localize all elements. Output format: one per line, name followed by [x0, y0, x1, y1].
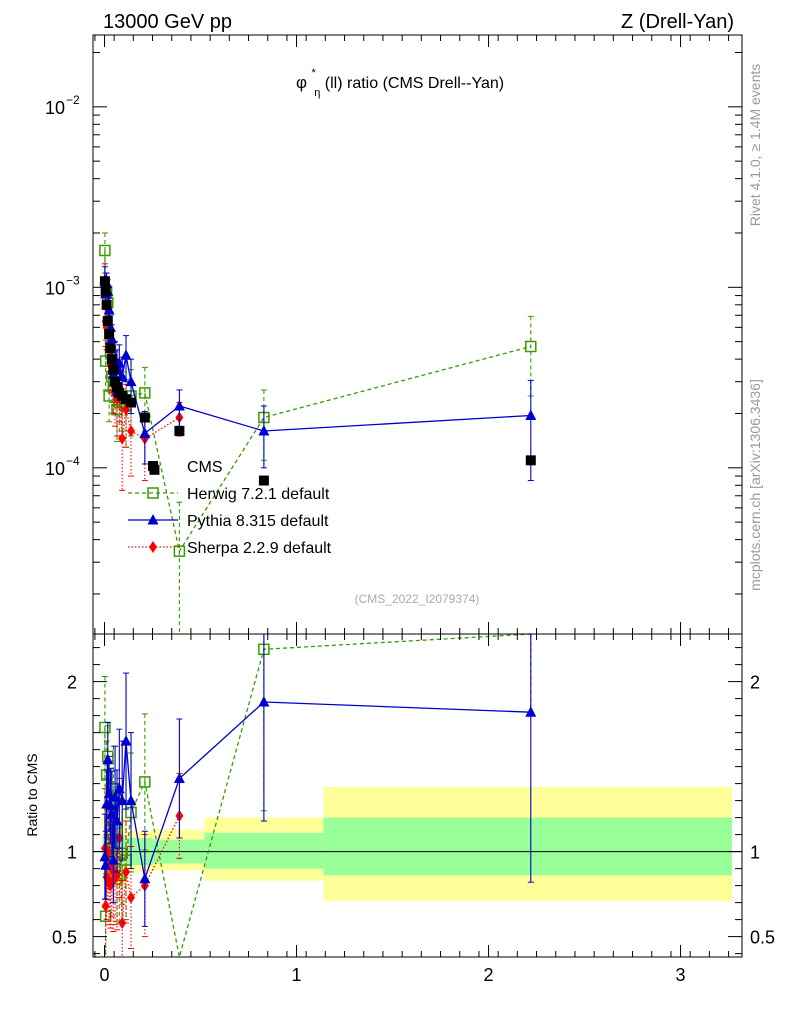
title-sup: *: [311, 67, 316, 79]
y-tick-label: 10: [45, 98, 65, 118]
title-phi: φ: [296, 73, 307, 92]
ratio-data-point: [116, 794, 128, 806]
legend-label: Pythia 8.315 default: [187, 513, 329, 530]
ratio-tick-label-right: 2: [750, 673, 760, 693]
ratio-data-point: [111, 815, 123, 826]
ratio-data-point: [127, 891, 136, 904]
main-data-point: [105, 343, 116, 354]
ratio-data-point: [106, 808, 118, 819]
ratio-data-point: [173, 772, 185, 783]
main-data-point: [139, 427, 151, 438]
legend-marker: [147, 487, 159, 499]
main-data-point: [258, 475, 269, 486]
ratio-data-point: [101, 900, 110, 912]
ratio-data-point: [525, 706, 537, 717]
main-data-point: [104, 329, 115, 340]
ratio-data-point: [139, 872, 151, 884]
ratio-data-point: [258, 696, 270, 707]
ratio-tick-label: 2: [67, 673, 77, 693]
main-series-line: [104, 250, 531, 553]
x-tick-label: 2: [484, 965, 494, 985]
main-data-point: [258, 424, 270, 436]
ratio-data-point: [113, 782, 125, 794]
ratio-data-point: [139, 776, 151, 788]
main-data-point: [525, 340, 537, 353]
legend-label: CMS: [187, 459, 223, 476]
main-data-point: [110, 376, 121, 387]
x-tick-label: 1: [292, 965, 302, 985]
y-tick-label: 10: [45, 278, 65, 298]
ratio-uncertainty-bands: [93, 787, 742, 901]
main-panel: φ * η (ll) ratio (CMS Drell--Yan) (CMS_2…: [45, 34, 743, 635]
header-left: 13000 GeV pp: [103, 11, 232, 33]
main-data-point: [525, 455, 536, 466]
ratio-tick-label-right: 0.5: [750, 928, 775, 948]
ratio-data-point: [104, 799, 116, 811]
main-axis-ticks: 10−210−310−4: [45, 35, 742, 634]
y-tick-label: 10: [45, 459, 65, 479]
main-data-point: [118, 432, 127, 445]
main-series-line: [104, 279, 531, 435]
legend-label: Herwig 7.2.1 default: [187, 486, 330, 503]
main-data-point: [106, 354, 117, 365]
ratio-panel: 0 1 2 3 0.5 0.5 1 1 2 2 Ratio to CMS: [24, 633, 775, 985]
main-data-point: [101, 299, 112, 310]
ratio-data-point: [118, 917, 127, 929]
main-data-point: [99, 276, 110, 287]
y-tick-exponent: −3: [66, 273, 80, 287]
analysis-id: (CMS_2022_I2079374): [355, 592, 480, 606]
ratio-data-point: [100, 859, 112, 870]
legend: CMS Herwig 7.2.1 default Pythia 8.315 defa…: [128, 459, 332, 557]
main-data-point: [100, 286, 111, 297]
ratio-data-point: [107, 854, 119, 865]
plot-title: φ * η (ll) ratio (CMS Drell--Yan): [296, 63, 504, 100]
main-data-point: [525, 409, 537, 420]
x-tick-label: 3: [676, 965, 686, 985]
title-sub: η: [314, 87, 320, 99]
title-rest: (ll) ratio (CMS Drell--Yan): [325, 75, 504, 92]
ratio-tick-label-right: 1: [750, 843, 760, 863]
ratio-data-point: [120, 735, 132, 746]
main-data-point: [127, 424, 136, 437]
main-data-point: [99, 244, 111, 257]
ratio-data-point: [103, 787, 115, 799]
legend-label: Sherpa 2.2.9 default: [187, 540, 332, 557]
main-data-point: [173, 399, 185, 411]
ratio-tick-label: 1: [67, 843, 77, 863]
ratio-ylabel: Ratio to CMS: [24, 753, 40, 836]
main-data-point: [126, 397, 137, 408]
mcplots-label: mcplots.cern.ch [arXiv:1306.3436]: [747, 379, 763, 591]
ratio-data-point: [125, 794, 137, 806]
main-data-point: [108, 364, 119, 375]
main-data-point: [112, 382, 123, 393]
y-tick-exponent: −2: [66, 93, 80, 107]
main-data-point: [139, 387, 151, 399]
x-tick-label: 0: [100, 965, 110, 985]
header-right: Z (Drell-Yan): [621, 11, 734, 33]
main-data-point: [139, 412, 150, 423]
legend-marker: [148, 461, 158, 471]
ratio-frame: [92, 633, 743, 958]
band-inner: [204, 832, 324, 869]
main-data-point: [102, 316, 113, 327]
legend-marker: [149, 541, 157, 553]
band-inner: [323, 817, 732, 876]
ratio-axis-ticks: 0 1 2 3 0.5 0.5 1 1 2 2: [52, 634, 775, 985]
ratio-data-point: [109, 791, 121, 802]
legend-marker: [147, 514, 159, 525]
ratio-data-point: [102, 753, 114, 765]
main-series-layer: [99, 232, 537, 634]
ratio-data-point: [99, 850, 111, 862]
ratio-tick-label: 0.5: [52, 928, 77, 948]
y-tick-exponent: −4: [66, 454, 80, 468]
main-data-point: [125, 375, 137, 387]
main-data-point: [173, 545, 186, 557]
ratio-series-layer: [99, 633, 537, 958]
rivet-label: Rivet 4.1.0, ≥ 1.4M events: [747, 64, 763, 227]
main-data-point: [174, 425, 185, 436]
main-data-point: [120, 349, 132, 360]
